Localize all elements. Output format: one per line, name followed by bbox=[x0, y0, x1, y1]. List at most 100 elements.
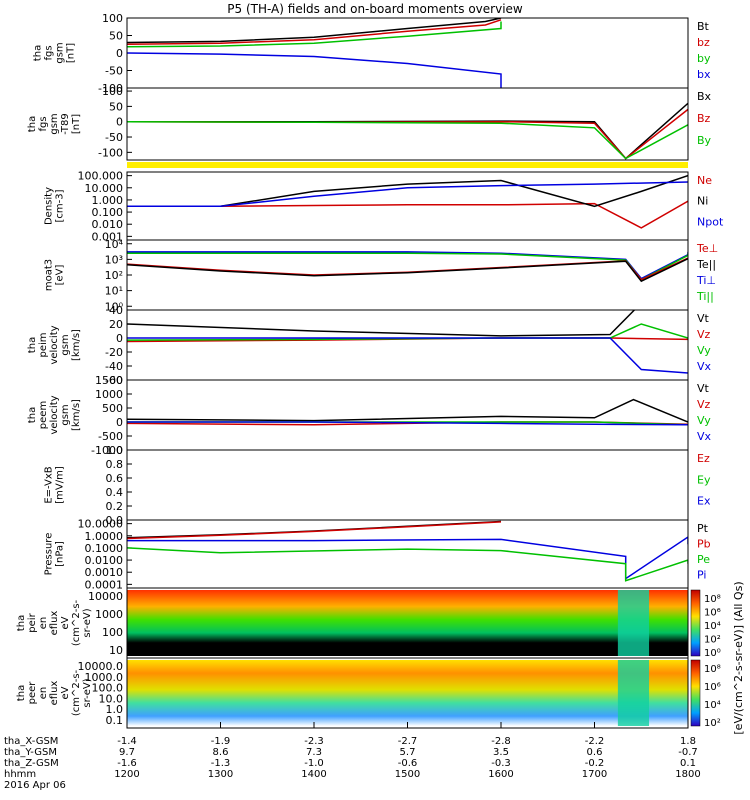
legend-Vy: Vy bbox=[697, 414, 711, 427]
colorbar-tick-label: 10² bbox=[704, 718, 721, 729]
y-tick-label: 100 bbox=[102, 12, 123, 25]
y-axis-label-line: Pressure bbox=[44, 533, 55, 576]
x-row-value: -0.2 bbox=[585, 758, 605, 769]
colorbar-tick-label: 10⁰ bbox=[704, 648, 721, 659]
panel-frame bbox=[126, 379, 689, 451]
x-row-label: hhmm bbox=[4, 769, 36, 780]
y-tick-label: 0.0001 bbox=[85, 578, 124, 591]
series-Bt-line bbox=[127, 18, 502, 44]
colorbar-tick-label: 10⁴ bbox=[704, 700, 721, 711]
y-tick-label: 10000.0 bbox=[78, 660, 124, 673]
y-tick-label: 0.1000 bbox=[85, 542, 124, 555]
y-tick-label: -50 bbox=[105, 131, 123, 144]
panel-frame bbox=[126, 87, 689, 161]
y-tick-label: 50 bbox=[109, 30, 123, 43]
y-tick-label: 0.1 bbox=[106, 714, 124, 727]
panel-frame bbox=[126, 309, 689, 381]
panel-frame bbox=[126, 239, 689, 311]
x-row-value: 1500 bbox=[395, 769, 420, 780]
legend-Pt: Pt bbox=[697, 522, 709, 535]
x-row-value: -0.7 bbox=[678, 747, 698, 758]
y-axis-label-line: [cm-3] bbox=[55, 189, 66, 222]
legend-Te: Te⊥ bbox=[696, 242, 718, 255]
legend-Vx: Vx bbox=[697, 360, 712, 373]
y-axis-label: tha peem velocity gsm [km/s] bbox=[27, 395, 82, 434]
y-axis-label: tha fgs gsm [nT] bbox=[33, 42, 77, 63]
y-tick-label: -60 bbox=[105, 374, 123, 387]
colorbar-1: 10⁸ 10⁶ 10⁴ 10² 10⁰ bbox=[690, 589, 721, 659]
y-tick-label: 0.100 bbox=[92, 206, 124, 219]
y-tick-label: 10.0000 bbox=[78, 518, 124, 531]
y-tick-label: 1.000 bbox=[92, 194, 124, 207]
y-axis-label: tha peir en eflux eV (cm^2-s-sr-eV) bbox=[16, 599, 93, 646]
x-row-value: 5.7 bbox=[400, 747, 416, 758]
spectrogram bbox=[127, 590, 688, 656]
y-axis-label: Pressure [nPa] bbox=[44, 533, 66, 576]
y-tick-label: -100 bbox=[98, 146, 123, 159]
y-axis-label-line: moat3 bbox=[44, 259, 55, 291]
spectrogram bbox=[127, 660, 688, 726]
series-Npot-line bbox=[127, 181, 688, 208]
y-tick-label: 0.6 bbox=[106, 472, 124, 485]
y-tick-label: 10.000 bbox=[85, 182, 124, 195]
y-tick-label: 100 bbox=[102, 85, 123, 98]
legend-Pb: Pb bbox=[697, 538, 711, 551]
series-Ni-line bbox=[127, 174, 688, 208]
y-tick-label: 1.0 bbox=[106, 444, 124, 457]
series-Vx-line bbox=[127, 421, 688, 426]
x-row-label: tha_Y-GSM bbox=[4, 747, 57, 758]
y-tick-label: 0.0010 bbox=[85, 566, 124, 579]
y-tick-label: 40 bbox=[109, 304, 123, 317]
y-axis-label-line: gsm bbox=[55, 42, 66, 63]
y-tick-label: 1000 bbox=[95, 608, 123, 621]
y-tick-label: 10000 bbox=[88, 590, 123, 603]
y-axis-label-line: sr-eV) bbox=[82, 678, 93, 707]
series-Vt-line bbox=[127, 310, 636, 337]
colorbar-label-text: [eV/(cm^2-s-sr-eV)] (All Qs) bbox=[732, 581, 745, 734]
y-tick-label: 0.8 bbox=[106, 458, 124, 471]
y-tick-label: 0 bbox=[116, 47, 123, 60]
y-tick-label: 0.4 bbox=[106, 486, 124, 499]
x-row-value: -2.2 bbox=[585, 736, 605, 747]
x-row-value: 1700 bbox=[582, 769, 607, 780]
y-axis-label: Density [cm-3] bbox=[44, 187, 66, 225]
colorbar-tick-label: 10⁶ bbox=[704, 608, 721, 619]
y-tick-label: 0.0100 bbox=[85, 554, 124, 567]
y-axis-label: tha peim velocity gsm [km/s] bbox=[27, 325, 82, 364]
legend-Bz: Bz bbox=[697, 112, 711, 125]
series-Pe-line bbox=[127, 547, 688, 582]
y-axis-label-line: velocity bbox=[49, 325, 60, 364]
y-axis-label: tha fgs gsm -T89 [nT] bbox=[27, 113, 82, 135]
x-row-value: 1600 bbox=[488, 769, 513, 780]
x-row-value: 0.1 bbox=[680, 758, 696, 769]
bottom-axis-labels: tha_X-GSM -1.4 -1.9 -2.3 -2.7 -2.8 -2.2 1.8 tha_… bbox=[4, 722, 701, 791]
series-Te-line bbox=[127, 257, 688, 281]
spectrogram-feature bbox=[617, 590, 650, 656]
y-axis-label-line: gsm bbox=[60, 404, 71, 425]
y-axis-label-line: en bbox=[38, 687, 49, 700]
y-tick-label: -100 bbox=[98, 82, 123, 95]
y-axis-label-line: velocity bbox=[49, 395, 60, 434]
legend-Te: Te|| bbox=[696, 258, 716, 271]
y-axis-label-line: [km/s] bbox=[71, 329, 82, 361]
y-axis-label-line: fgs bbox=[44, 45, 55, 60]
legend-Vz: Vz bbox=[697, 398, 711, 411]
x-row-value: -1.9 bbox=[211, 736, 231, 747]
x-row-value: -2.3 bbox=[304, 736, 324, 747]
legend-Ne: Ne bbox=[697, 174, 712, 187]
x-row-value: -0.6 bbox=[398, 758, 418, 769]
series-Vt-line bbox=[127, 398, 688, 423]
y-axis-label-line: eV bbox=[60, 686, 71, 699]
x-row-value: -1.6 bbox=[117, 758, 137, 769]
x-row-value: -2.8 bbox=[491, 736, 511, 747]
y-axis-label-line: [km/s] bbox=[71, 399, 82, 431]
y-tick-label: 50 bbox=[109, 100, 123, 113]
y-axis-label-line: -T89 bbox=[60, 113, 71, 135]
colorbar-tick-label: 10⁶ bbox=[704, 682, 721, 693]
y-axis-label: moat3 [eV] bbox=[44, 259, 66, 291]
y-tick-label: -20 bbox=[105, 346, 123, 359]
legend-Bt: Bt bbox=[697, 20, 710, 33]
y-tick-label: 10² bbox=[105, 269, 123, 282]
series-Pi-line bbox=[127, 536, 688, 581]
legend-bx: bx bbox=[697, 68, 711, 81]
